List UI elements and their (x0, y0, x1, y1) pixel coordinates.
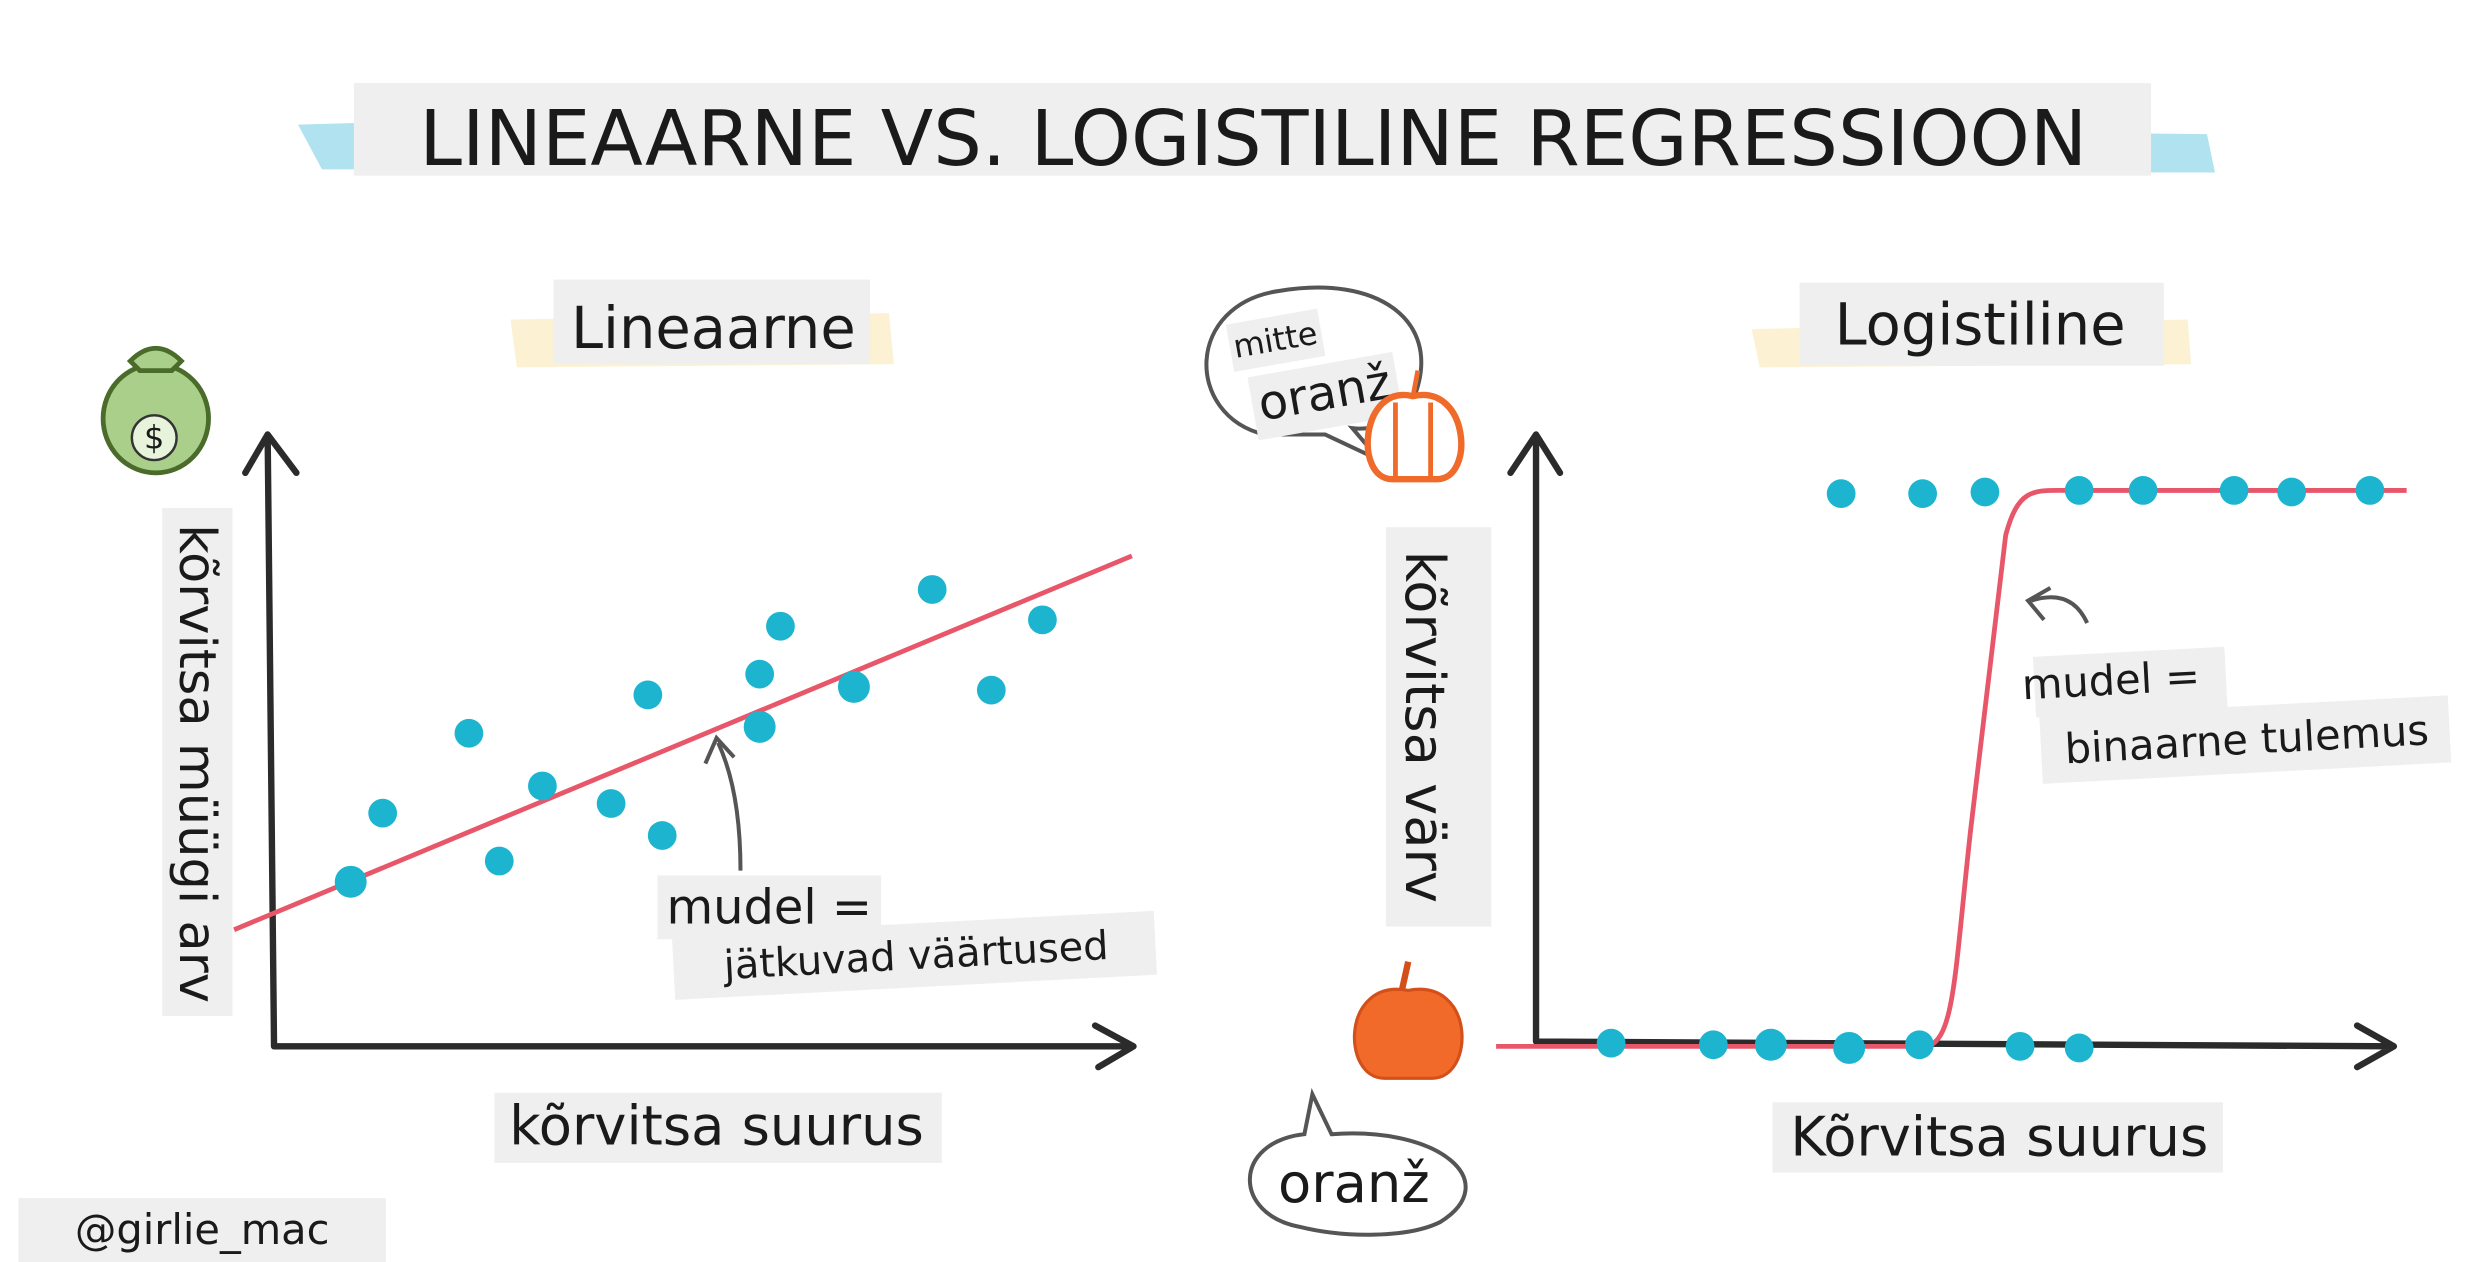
panel-title-bg (1799, 282, 2164, 366)
model-desc-bg (2039, 695, 2452, 784)
credit: @girlie_mac (75, 1205, 330, 1254)
shape (1398, 960, 1412, 992)
bubble-bg (1225, 308, 1326, 372)
regression-line (233, 553, 1133, 932)
shape (126, 346, 185, 374)
x-label-bg (494, 1092, 942, 1163)
point (2064, 1033, 2094, 1063)
point (1970, 477, 2000, 507)
credit-bg (18, 1198, 386, 1262)
model-label: mudel = (2021, 651, 2201, 709)
y-label-bg (1385, 527, 1492, 927)
point (1826, 479, 1856, 508)
money-bag: $ (100, 346, 211, 476)
point (334, 865, 367, 898)
point (837, 670, 870, 703)
icon-label: $ (144, 418, 164, 456)
bubble-text: oranž (1278, 1152, 1430, 1215)
data-points (1596, 476, 2385, 1064)
pumpkin-filled (1352, 960, 1464, 1080)
point (976, 675, 1006, 705)
y-label: kõrvitsa müügi arv (167, 524, 226, 1003)
sigmoid-curve (1496, 487, 2407, 1049)
point (2128, 476, 2158, 505)
point (2277, 477, 2307, 507)
point (745, 659, 775, 689)
shape: jätkuvad väärtused (671, 910, 1158, 1000)
point (2005, 1031, 2035, 1061)
panel-title: Lineaarne (571, 295, 856, 362)
point (1833, 1031, 1866, 1064)
point (917, 575, 947, 604)
point (2355, 476, 2385, 505)
y-label-bg (162, 507, 233, 1016)
x-label: kõrvitsa suurus (509, 1095, 924, 1158)
data-points (334, 575, 1057, 898)
x-label-bg (1772, 1102, 2223, 1173)
point (1754, 1028, 1787, 1061)
bubble-bg (1247, 351, 1404, 441)
point (2064, 476, 2094, 505)
speech-bubble (1248, 1088, 1468, 1237)
axes (242, 431, 1137, 1071)
model-label: mudel = (666, 881, 872, 936)
point (647, 821, 677, 850)
shape (1352, 987, 1464, 1080)
point (484, 846, 514, 876)
point (1596, 1028, 1626, 1058)
panel-title: Logistiline (1835, 292, 2126, 359)
point (368, 798, 398, 828)
shape (1364, 391, 1465, 483)
point (766, 611, 795, 641)
point (1028, 605, 1057, 635)
model-label-bg (2032, 646, 2228, 718)
panel-title-bg (553, 279, 870, 365)
point (596, 789, 626, 818)
point (633, 680, 663, 710)
point (130, 414, 178, 462)
title: LINEAARNE VS. LOGISTILINE REGRESSIOON (419, 95, 2087, 184)
point (528, 771, 557, 801)
model-desc-bg (671, 910, 1158, 1000)
point (1698, 1030, 1728, 1060)
point (2219, 476, 2249, 505)
y-label: kõrvitsa värv (1393, 551, 1456, 903)
pointer-arrow (2024, 586, 2089, 624)
point (1905, 1030, 1934, 1060)
axes (1507, 431, 2398, 1071)
point (743, 710, 776, 743)
pointer-arrow (703, 734, 743, 871)
pumpkin-outline (1364, 370, 1465, 483)
point (1908, 479, 1937, 508)
title-bg (353, 83, 2152, 176)
x-label: Kõrvitsa suurus (1790, 1106, 2208, 1169)
point (454, 718, 484, 748)
shape (1393, 370, 1433, 477)
